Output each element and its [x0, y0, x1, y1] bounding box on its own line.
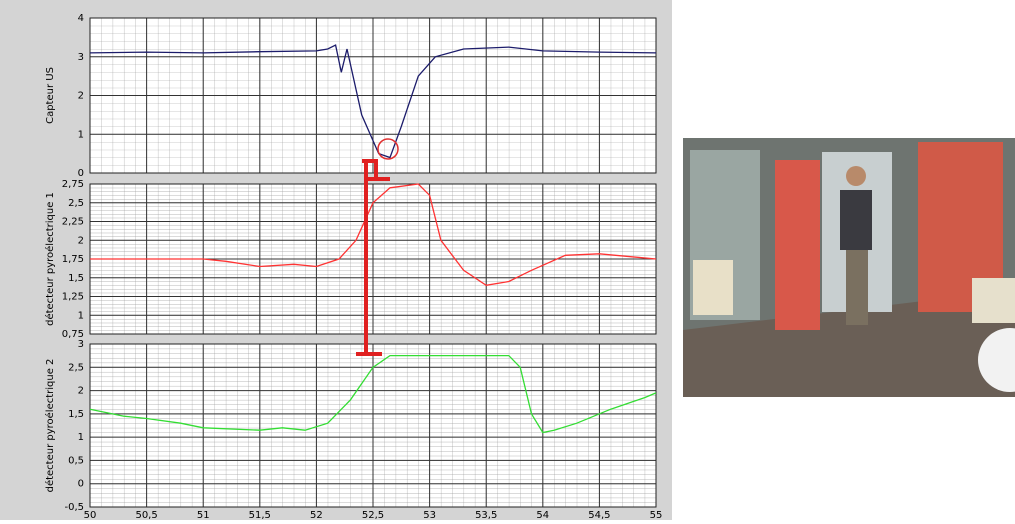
person-body: [840, 190, 872, 250]
x-tick-label: 54,5: [588, 510, 610, 520]
y-tick-label: 2,75: [62, 179, 84, 190]
y-tick-label: 2,25: [62, 217, 84, 228]
y-tick-label: 1,25: [62, 292, 84, 303]
y-tick-label: 2: [78, 386, 84, 397]
y-axis-label: détecteur pyroélectrique 2: [44, 359, 56, 493]
y-tick-label: 2,5: [68, 362, 84, 373]
y-tick-label: 1: [78, 310, 84, 321]
y-axis-label: détecteur pyroélectrique 1: [44, 192, 56, 326]
y-axis-label: Capteur US: [45, 67, 56, 124]
plot-border: [89, 343, 657, 508]
x-tick-label: 52: [310, 510, 323, 520]
plot-border: [89, 17, 657, 174]
x-tick-label: 53: [423, 510, 436, 520]
floor: [683, 290, 1015, 397]
poster: [693, 260, 733, 315]
y-tick-label: -0,5: [64, 502, 84, 513]
y-tick-label: 3: [78, 339, 84, 350]
y-tick-label: 2: [78, 91, 84, 102]
y-tick-label: 0,75: [62, 329, 84, 340]
y-tick-label: 0,5: [68, 455, 84, 466]
y-tick-label: 4: [78, 13, 84, 24]
x-tick-label: 50: [84, 510, 97, 520]
door-left: [775, 160, 820, 330]
y-tick-label: 1,5: [68, 273, 84, 284]
data-line: [89, 44, 657, 159]
x-tick-label: 51,5: [249, 510, 271, 520]
x-tick-label: 50,5: [135, 510, 157, 520]
y-tick-label: 0: [78, 168, 84, 179]
x-tick-label: 51: [197, 510, 210, 520]
delay-bracket: [356, 159, 390, 356]
box: [972, 278, 1015, 323]
y-tick-label: 1: [78, 129, 84, 140]
video-frame: [683, 138, 1015, 397]
y-tick-label: 2: [78, 235, 84, 246]
y-tick-label: 1,75: [62, 254, 84, 265]
person-legs: [846, 250, 868, 325]
plots: 0 1 2 3 4 Capteur US 0,75 1 1,25 1,5 1,75 2 2,25 2,5 2…: [44, 13, 663, 521]
y-tick-label: 1: [78, 432, 84, 443]
x-tick-label: 53,5: [475, 510, 497, 520]
x-tick-label: 55: [650, 510, 663, 520]
highlight-circle: [377, 138, 399, 160]
person-head: [846, 166, 866, 186]
data-line: [89, 354, 657, 434]
y-tick-label: 1,5: [68, 409, 84, 420]
data-line: [90, 183, 657, 286]
fisheye-edge: [978, 328, 1015, 392]
y-tick-label: 2,5: [68, 198, 84, 209]
y-tick-label: 0: [78, 479, 84, 490]
annotation: [356, 138, 399, 356]
x-tick-label: 54: [536, 510, 549, 520]
x-tick-label: 52,5: [362, 510, 384, 520]
y-tick-label: 3: [78, 52, 84, 63]
